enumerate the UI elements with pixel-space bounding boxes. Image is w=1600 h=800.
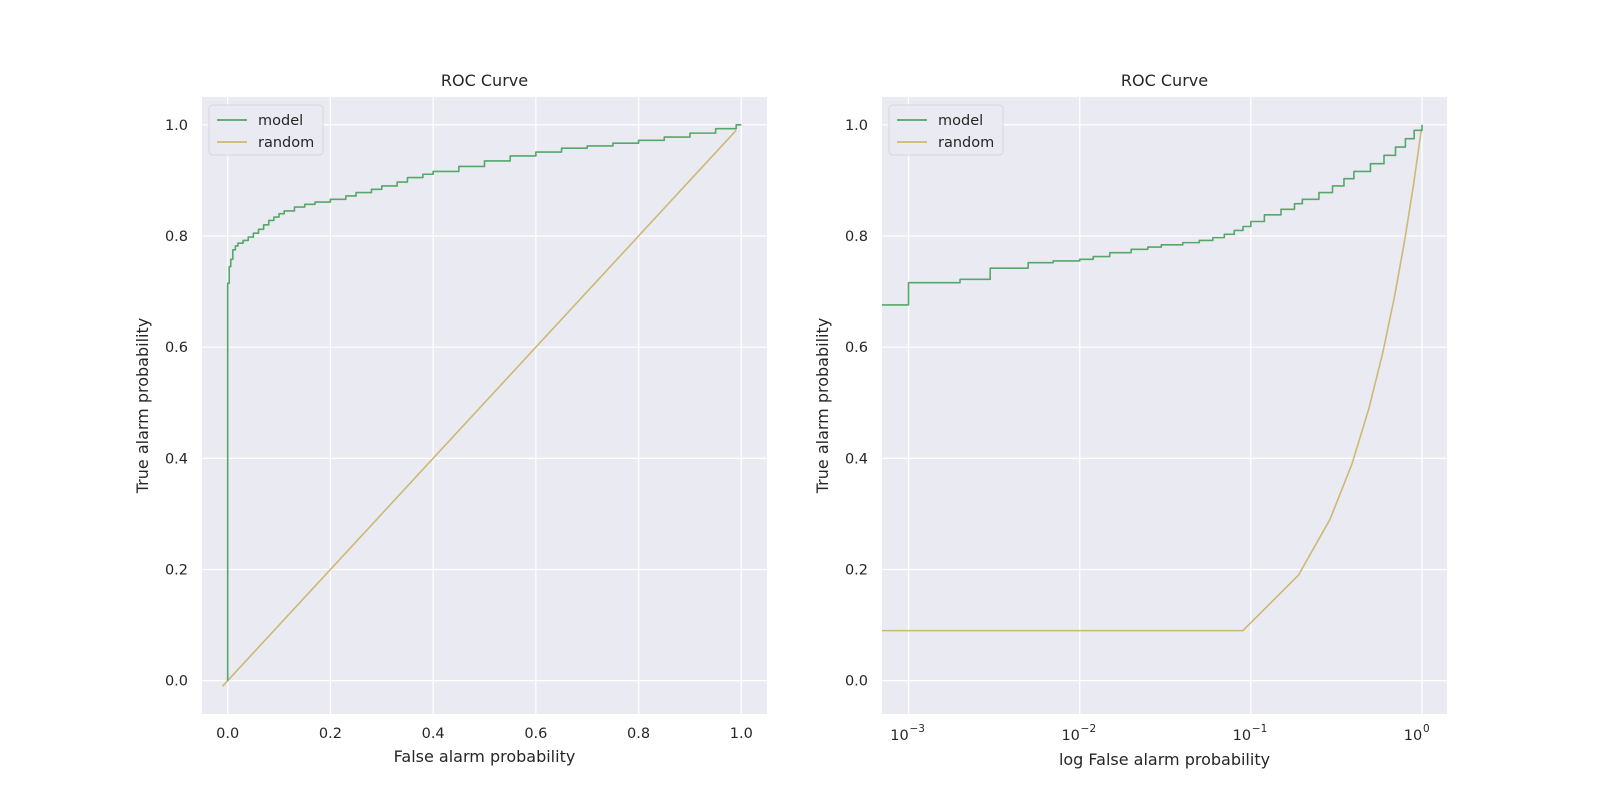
panel-1-series-random — [221, 129, 737, 687]
panel-1-y-tick-label-0: 0.0 — [165, 674, 188, 690]
panel-1-y-tick-label-4: 0.8 — [165, 229, 188, 245]
panel-1-x-tick-label-0: 0.0 — [216, 726, 239, 742]
panel-1-series-model — [226, 123, 742, 681]
panel-1-x-tick-label-5: 1.0 — [730, 726, 753, 742]
panel-1-x-axis-label: False alarm probability — [394, 747, 576, 766]
panel-1-x-tick-label-2: 0.4 — [422, 726, 445, 742]
panel-1-legend-label-model: model — [258, 113, 303, 129]
panel-1-y-tick-label-5: 1.0 — [165, 118, 188, 134]
panel-2-series-group — [882, 124, 1423, 632]
panel-1-x-tick-label-3: 0.6 — [524, 726, 547, 742]
panel-2-y-tick-label-4: 0.8 — [845, 229, 868, 245]
panel-2-x-tick-label-3: 10 — [1404, 728, 1422, 744]
panel-2-x-tick-exp-2: −1 — [1252, 723, 1267, 735]
panel-1: 0.0 0.2 0.4 0.6 0.8 1.0 0.0 0.2 0.4 0.6 0.8 1.0 ROC … — [133, 71, 767, 766]
panel-1-y-tick-label-1: 0.2 — [165, 562, 188, 578]
panel-1-y-tick-label-3: 0.6 — [165, 340, 188, 356]
panel-2-legend: model random — [888, 104, 1004, 156]
panel-2-x-tick-label-0: 10 — [890, 728, 908, 744]
panel-1-legend: model random — [208, 104, 324, 156]
panel-1-legend-label-random: random — [258, 135, 314, 151]
panel-2-legend-label-random: random — [938, 135, 994, 151]
panel-2-plot-area — [882, 97, 1447, 714]
panel-2-y-tick-label-1: 0.2 — [845, 562, 868, 578]
panel-1-series-group — [221, 123, 742, 687]
panel-2-x-tick-exp-3: 0 — [1423, 723, 1430, 735]
panel-2-series-random — [882, 130, 1423, 632]
panel-2-title: ROC Curve — [1121, 71, 1208, 90]
panel-2-y-tick-label-0: 0.0 — [845, 674, 868, 690]
panel-2-y-axis-label: True alarm probability — [813, 318, 832, 494]
panel-2-y-tick-label-2: 0.4 — [845, 451, 868, 467]
panel-2-x-tick-label-2: 10 — [1233, 728, 1251, 744]
panel-2-x-tick-exp-1: −2 — [1081, 723, 1096, 735]
panel-2-series-model — [882, 124, 1423, 306]
panel-1-y-axis-label: True alarm probability — [133, 318, 152, 494]
panel-2-x-tick-exp-0: −3 — [910, 723, 925, 735]
panel-2-y-tick-label-3: 0.6 — [845, 340, 868, 356]
panel-1-x-tick-label-4: 0.8 — [627, 726, 650, 742]
panel-2-y-tick-label-5: 1.0 — [845, 118, 868, 134]
panel-1-x-tick-label-1: 0.2 — [319, 726, 342, 742]
panel-2-x-axis-label: log False alarm probability — [1059, 750, 1270, 769]
panel-1-title: ROC Curve — [441, 71, 528, 90]
panel-2-legend-label-model: model — [938, 113, 983, 129]
panel-1-y-tick-label-2: 0.4 — [165, 451, 188, 467]
panel-2-x-tick-label-1: 10 — [1061, 728, 1079, 744]
